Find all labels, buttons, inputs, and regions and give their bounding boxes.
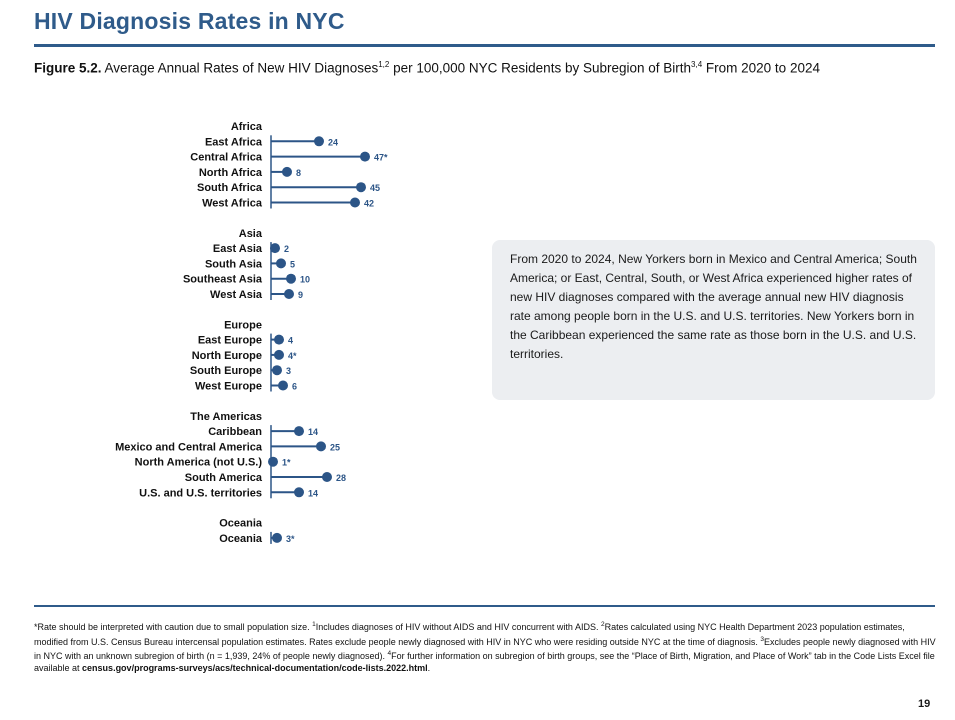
category-label-caribbean: Caribbean — [208, 426, 262, 438]
caption-text-1: Average Annual Rates of New HIV Diagnose… — [104, 60, 379, 76]
footnotes: *Rate should be interpreted with caution… — [34, 619, 939, 674]
footnote-end: . — [427, 662, 431, 673]
value-label-central-africa: 47* — [374, 153, 388, 163]
point-south-america — [322, 472, 332, 482]
footnote-sup-2: 2 — [600, 621, 605, 628]
footnote-caution: *Rate should be interpreted with caution… — [34, 622, 313, 632]
caption-text-2: per 100,000 NYC Residents by Subregion o… — [389, 60, 692, 76]
category-label-south-europe: South Europe — [190, 365, 262, 377]
value-label-west-europe: 6 — [292, 382, 297, 392]
value-label-u-s-and-u-s-territories: 14 — [308, 488, 318, 498]
point-caribbean — [294, 426, 304, 437]
value-label-west-asia: 9 — [298, 290, 303, 300]
value-label-west-africa: 42 — [364, 199, 374, 209]
point-east-europe — [274, 334, 284, 345]
point-south-asia — [276, 258, 286, 269]
point-north-europe — [274, 349, 284, 360]
category-label-east-africa: East Africa — [205, 136, 263, 148]
point-west-europe — [278, 380, 288, 391]
category-label-west-asia: West Asia — [210, 289, 263, 301]
footnote-2: Rates calculated using NYC Health Depart… — [34, 622, 905, 647]
category-label-south-africa: South Africa — [197, 182, 263, 194]
point-southeast-asia — [286, 273, 296, 284]
point-oceania — [272, 532, 282, 543]
point-south-africa — [356, 182, 366, 193]
category-label-south-america: South America — [185, 472, 263, 484]
value-label-southeast-asia: 10 — [300, 275, 310, 285]
point-west-asia — [284, 289, 294, 299]
point-east-asia — [270, 243, 280, 254]
point-mexico-and-central-america — [316, 441, 326, 452]
group-label-asia: Asia — [239, 228, 263, 240]
footnote-sup-1: 1 — [312, 621, 316, 628]
group-label-the-americas: The Americas — [190, 411, 262, 423]
point-north-africa — [282, 166, 292, 177]
value-label-south-asia: 5 — [290, 259, 295, 269]
group-label-europe: Europe — [224, 319, 262, 331]
value-label-north-africa: 8 — [296, 168, 301, 178]
footnote-sup-4: 4 — [387, 650, 392, 658]
category-label-u-s-and-u-s-territories: U.S. and U.S. territories — [139, 487, 262, 499]
caption-text-3: From 2020 to 2024 — [702, 60, 820, 76]
category-label-north-america-not-u-s: North America (not U.S.) — [135, 457, 263, 469]
callout-box: From 2020 to 2024, New Yorkers born in M… — [492, 240, 935, 400]
figure-caption: Figure 5.2. Average Annual Rates of New … — [34, 60, 820, 76]
category-label-west-europe: West Europe — [195, 381, 262, 393]
value-label-mexico-and-central-america: 25 — [330, 442, 340, 452]
point-central-africa — [360, 151, 370, 162]
category-label-north-europe: North Europe — [192, 350, 262, 362]
footnote-3: Excludes people newly diagnosed with HIV… — [34, 636, 936, 662]
category-label-west-africa: West Africa — [202, 198, 263, 210]
footnote-divider — [34, 605, 935, 607]
page-title: HIV Diagnosis Rates in NYC — [34, 8, 345, 34]
group-label-oceania: Oceania — [219, 518, 263, 530]
value-label-caribbean: 14 — [308, 427, 318, 437]
point-south-europe — [272, 365, 282, 376]
value-label-south-europe: 3 — [286, 366, 291, 376]
category-label-oceania: Oceania — [219, 533, 263, 545]
category-label-central-africa: Central Africa — [190, 152, 263, 164]
category-label-north-africa: North Africa — [199, 167, 263, 179]
point-north-america-not-u-s — [268, 456, 278, 467]
footnote-4: For further information on subregion of … — [34, 651, 935, 673]
value-label-south-america: 28 — [336, 473, 346, 483]
value-label-south-africa: 45 — [370, 183, 380, 193]
footnote-1: Includes diagnoses of HIV without AIDS a… — [315, 622, 601, 632]
value-label-north-america-not-u-s: 1* — [282, 458, 291, 468]
caption-sup-1: 1,2 — [378, 60, 390, 69]
category-label-mexico-and-central-america: Mexico and Central America — [115, 441, 263, 453]
point-u-s-and-u-s-territories — [294, 487, 304, 498]
group-label-africa: Africa — [231, 121, 263, 133]
point-east-africa — [314, 136, 324, 147]
category-label-southeast-asia: Southeast Asia — [183, 274, 263, 286]
category-label-east-asia: East Asia — [213, 243, 263, 255]
value-label-north-europe: 4* — [288, 351, 297, 361]
title-divider — [34, 44, 935, 47]
category-label-south-asia: South Asia — [205, 258, 263, 270]
footnote-sup-3: 3 — [760, 635, 765, 643]
figure-label: Figure 5.2. — [34, 60, 102, 76]
category-label-east-europe: East Europe — [198, 335, 262, 347]
point-west-africa — [350, 197, 360, 208]
value-label-east-africa: 24 — [328, 137, 338, 147]
caption-sup-2: 3,4 — [691, 60, 703, 69]
footnote-link[interactable]: census.gov/programs-surveys/acs/technica… — [82, 662, 428, 673]
callout-text: From 2020 to 2024, New Yorkers born in M… — [510, 252, 917, 361]
value-label-oceania: 3* — [286, 534, 295, 544]
page-number: 19 — [918, 698, 931, 710]
value-label-east-europe: 4 — [288, 336, 293, 346]
value-label-east-asia: 2 — [284, 244, 289, 254]
